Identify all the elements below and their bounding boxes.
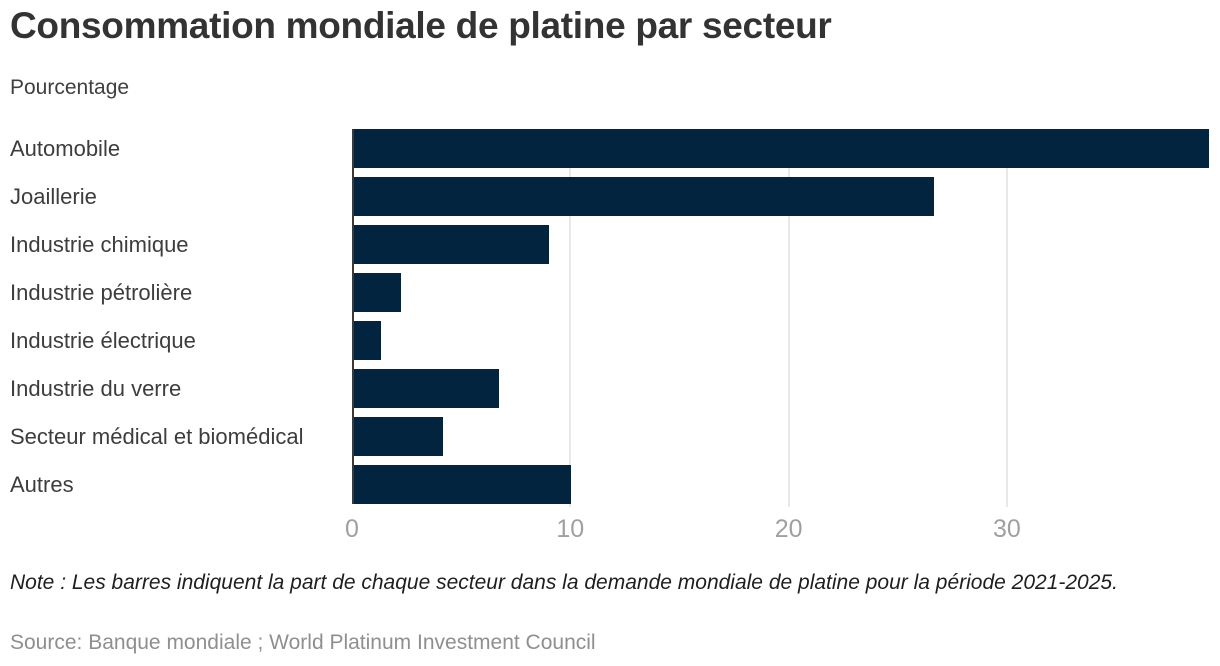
category-label: Industrie pétrolière bbox=[10, 279, 193, 305]
chart-subtitle-pourcentage: Pourcentage bbox=[10, 76, 130, 99]
category-label: Joaillerie bbox=[10, 183, 97, 209]
bar bbox=[353, 465, 572, 504]
category-label: Industrie électrique bbox=[10, 327, 196, 353]
category-label: Autres bbox=[10, 471, 74, 497]
chart-note: Note : Les barres indiquent la part de c… bbox=[10, 571, 1118, 594]
category-label: Industrie du verre bbox=[10, 375, 182, 401]
x-gridline bbox=[569, 129, 572, 507]
bar bbox=[353, 225, 550, 264]
x-gridline bbox=[1005, 129, 1008, 507]
bar bbox=[353, 129, 1209, 168]
bar bbox=[353, 321, 382, 360]
category-label: Automobile bbox=[10, 135, 121, 161]
x-tick-label: 30 bbox=[992, 515, 1021, 543]
x-tick-label: 20 bbox=[774, 515, 803, 543]
bar bbox=[353, 273, 402, 312]
x-gridline bbox=[787, 129, 790, 507]
bar bbox=[353, 369, 500, 408]
bar bbox=[353, 177, 934, 216]
x-tick-label: 10 bbox=[556, 515, 585, 543]
x-tick-label: 0 bbox=[345, 515, 359, 543]
chart-source: Source: Banque mondiale ; World Platinum… bbox=[10, 631, 596, 654]
y-axis-line bbox=[352, 129, 354, 504]
chart-title: Consommation mondiale de platine par sec… bbox=[10, 5, 832, 46]
bar bbox=[353, 417, 443, 456]
category-label: Industrie chimique bbox=[10, 231, 189, 257]
category-label: Secteur médical et biomédical bbox=[10, 423, 304, 449]
